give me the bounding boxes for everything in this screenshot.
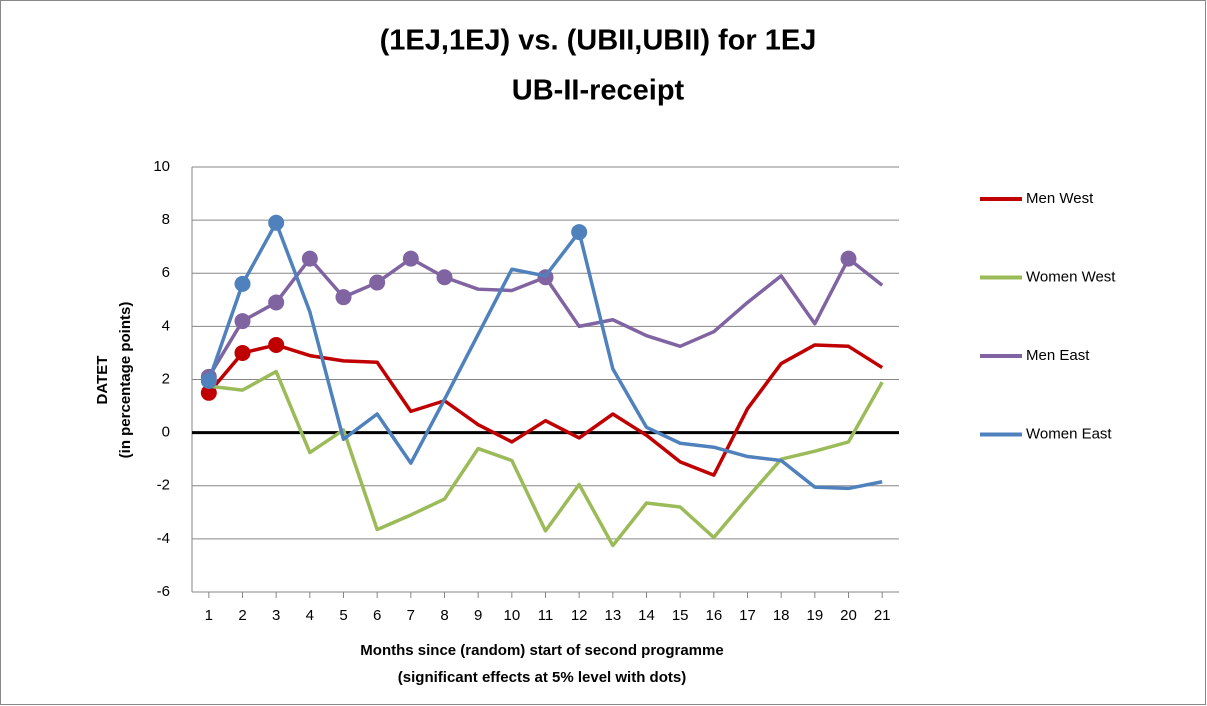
y-tick-label: -6 bbox=[157, 583, 170, 600]
legend-label: Men East bbox=[1026, 347, 1090, 364]
significant-dot bbox=[402, 250, 419, 267]
x-tick-label: 9 bbox=[474, 607, 482, 624]
x-tick-label: 10 bbox=[503, 607, 520, 624]
significant-dot bbox=[234, 313, 251, 330]
series-line bbox=[208, 369, 884, 548]
significant-dot bbox=[840, 250, 857, 267]
x-tick-label: 21 bbox=[874, 607, 891, 624]
significant-dot bbox=[335, 289, 352, 306]
x-tick-label: 8 bbox=[440, 607, 448, 624]
x-tick-label: 6 bbox=[373, 607, 381, 624]
legend-label: Women East bbox=[1026, 425, 1112, 442]
significant-dot bbox=[234, 275, 251, 292]
significant-dot bbox=[268, 336, 285, 353]
x-tick-label: 5 bbox=[339, 607, 347, 624]
x-tick-label: 1 bbox=[205, 607, 213, 624]
significant-dot bbox=[200, 384, 217, 401]
significant-dot bbox=[234, 344, 251, 361]
x-tick-label: 19 bbox=[806, 607, 823, 624]
y-axis-label: (in percentage points) bbox=[117, 302, 134, 459]
x-tick-label: 4 bbox=[306, 607, 314, 624]
y-tick-label: 0 bbox=[162, 424, 170, 441]
y-tick-label: -2 bbox=[157, 477, 170, 494]
x-tick-label: 13 bbox=[604, 607, 621, 624]
significant-dot bbox=[369, 274, 386, 291]
x-tick-label: 2 bbox=[238, 607, 246, 624]
significant-dot bbox=[268, 214, 285, 231]
y-tick-label: 2 bbox=[162, 370, 170, 387]
x-tick-label: 17 bbox=[739, 607, 756, 624]
legend-label: Men West bbox=[1026, 190, 1094, 207]
x-tick-label: 14 bbox=[638, 607, 655, 624]
y-tick-label: 4 bbox=[162, 317, 170, 334]
x-tick-label: 11 bbox=[538, 607, 554, 624]
x-tick-label: 20 bbox=[840, 607, 857, 624]
x-tick-label: 7 bbox=[407, 607, 415, 624]
y-tick-label: -4 bbox=[157, 530, 170, 547]
x-axis-label: Months since (random) start of second pr… bbox=[360, 642, 723, 659]
chart-title: UB-II-receipt bbox=[512, 75, 685, 107]
x-tick-label: 15 bbox=[672, 607, 689, 624]
x-tick-label: 12 bbox=[571, 607, 588, 624]
chart-title: (1EJ,1EJ) vs. (UBII,UBII) for 1EJ bbox=[380, 25, 817, 57]
significant-dot bbox=[571, 224, 588, 241]
significant-dot bbox=[200, 372, 217, 389]
x-axis-label: (significant effects at 5% level with do… bbox=[398, 669, 686, 686]
y-tick-label: 6 bbox=[162, 264, 170, 281]
x-tick-label: 18 bbox=[773, 607, 790, 624]
significant-dot bbox=[436, 269, 453, 286]
x-tick-label: 3 bbox=[272, 607, 280, 624]
legend-label: Women West bbox=[1026, 268, 1116, 285]
significant-dot bbox=[268, 294, 285, 311]
series-line bbox=[207, 221, 883, 491]
significant-dot bbox=[301, 250, 318, 267]
x-tick-label: 16 bbox=[705, 607, 722, 624]
y-tick-label: 10 bbox=[153, 158, 170, 175]
y-tick-label: 8 bbox=[162, 211, 170, 228]
y-axis-label: DATET bbox=[94, 356, 111, 405]
